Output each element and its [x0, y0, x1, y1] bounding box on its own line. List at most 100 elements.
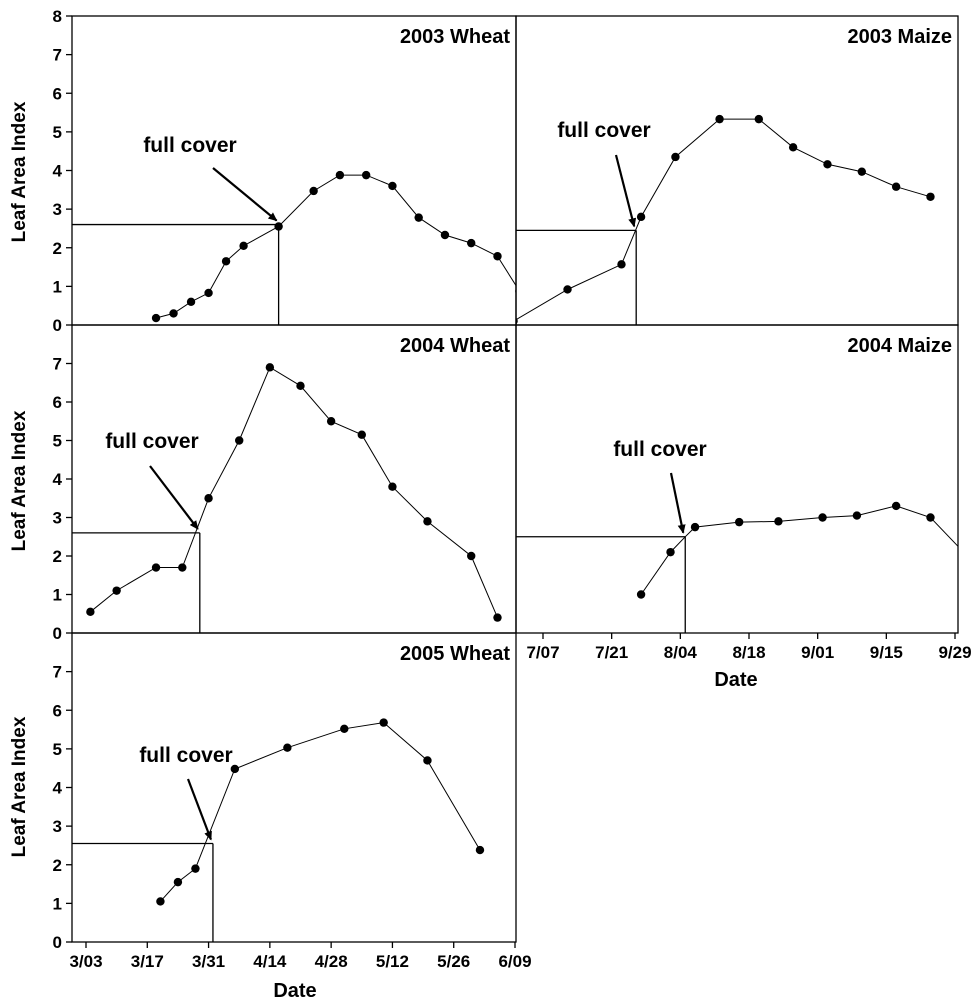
x-tick-label: 8/18 [732, 643, 765, 662]
y-tick-label: 1 [53, 586, 62, 605]
data-point [636, 590, 646, 599]
full-cover-arrow [669, 472, 686, 534]
y-tick-label: 0 [53, 316, 62, 335]
series-line [155, 174, 516, 319]
data-point [86, 607, 95, 617]
y-tick-label: 8 [53, 7, 62, 26]
data-point [440, 230, 450, 240]
x-tick-label: 7/21 [595, 643, 628, 662]
y-axis-label-middle: Leaf Area Index [9, 410, 30, 551]
data-point [186, 297, 196, 307]
x-tick-label: 3/03 [69, 952, 102, 971]
data-point [151, 563, 161, 572]
y-tick-label: 4 [53, 779, 63, 798]
full-cover-arrow [186, 778, 212, 841]
y-tick-label: 5 [53, 740, 62, 759]
data-point [326, 417, 336, 426]
data-point [178, 563, 187, 572]
data-point [235, 436, 244, 445]
x-tick-label: 3/31 [192, 952, 225, 971]
data-point [230, 764, 240, 774]
full-cover-label: full cover [105, 430, 198, 453]
panel-maize2004: 7/07 7/21 8/04 8/18 9/01 9/15 9/29 2004 Maize fu… [516, 335, 972, 662]
x-tick-label: 5/26 [437, 952, 470, 971]
data-point [617, 260, 626, 269]
x-tick-label: 5/12 [376, 952, 409, 971]
data-point [169, 309, 178, 318]
series-group [636, 501, 958, 599]
data-point [671, 152, 680, 162]
data-point [388, 181, 397, 191]
data-point [734, 517, 744, 527]
full-cover-label: full cover [613, 438, 706, 461]
data-point [156, 897, 165, 906]
panel-title: 2004 Wheat [400, 335, 510, 357]
data-point [204, 494, 213, 503]
data-point [852, 511, 862, 520]
data-point [666, 547, 675, 557]
y-tick-label: 7 [53, 663, 62, 682]
data-point [296, 381, 305, 391]
y-tick-label: 1 [53, 894, 62, 913]
y-tick-label: 2 [53, 547, 62, 566]
x-tick-label: 3/17 [131, 952, 164, 971]
data-point [151, 313, 161, 323]
panel-wheat2004: 0 1 2 3 4 5 6 7 2004 Wheat full cover [53, 335, 511, 643]
y-tick-label: 6 [53, 393, 62, 412]
series-group [156, 718, 485, 906]
panel-title: 2004 Maize [847, 335, 952, 357]
data-point [515, 288, 516, 294]
data-point [818, 513, 827, 522]
data-point [475, 845, 485, 855]
data-point [414, 213, 423, 222]
full-cover-label: full cover [143, 134, 236, 157]
panel-title: 2003 Wheat [400, 26, 510, 48]
panel-title: 2003 Maize [847, 26, 952, 48]
x-tick-label: 9/15 [870, 643, 903, 662]
full-cover-label: full cover [139, 744, 232, 767]
data-point [788, 143, 798, 152]
data-point [340, 724, 349, 733]
y-tick-label: 3 [53, 817, 62, 836]
panel-frame-wheat2005 [71, 632, 517, 943]
x-tick-label: 4/14 [253, 952, 287, 971]
x-tick-label: 9/29 [938, 643, 971, 662]
panel-frame-maize2004 [515, 324, 959, 634]
full-cover-arrow [149, 465, 199, 530]
data-point [891, 501, 901, 511]
data-point [926, 513, 935, 522]
y-tick-label: 7 [53, 46, 62, 65]
panel-frame-maize2003 [515, 15, 959, 326]
y-tick-label: 7 [53, 355, 62, 374]
data-point [715, 114, 724, 124]
data-point [112, 586, 121, 595]
x-tick-label: 7/07 [526, 643, 559, 662]
y-axis-label-bottom: Leaf Area Index [9, 716, 30, 857]
y-tick-label: 4 [53, 470, 63, 489]
data-point [891, 182, 901, 191]
y-tick-label: 5 [53, 123, 62, 142]
data-point [857, 167, 867, 176]
data-point [221, 257, 231, 266]
x-tick-label: 4/28 [315, 952, 348, 971]
panel-plots: 0 1 2 3 4 5 6 7 8 2003 Wheat full cover 2003 Maize f… [53, 7, 972, 971]
data-point [361, 170, 371, 180]
full-cover-label: full cover [557, 119, 650, 142]
data-point [173, 877, 183, 887]
data-point [516, 317, 518, 325]
data-point [754, 114, 764, 124]
data-point [774, 517, 783, 526]
data-point [239, 241, 248, 251]
data-point [357, 430, 366, 439]
y-tick-label: 2 [53, 856, 62, 875]
panel-title: 2005 Wheat [400, 643, 510, 665]
series-group [516, 114, 935, 325]
x-axis-label-right: Date [714, 669, 757, 691]
data-point [423, 517, 432, 526]
y-axis-label-top: Leaf Area Index [9, 101, 30, 242]
series-line [516, 118, 931, 321]
data-point [274, 222, 283, 231]
x-tick-label: 8/04 [664, 643, 698, 662]
data-point [493, 613, 502, 622]
